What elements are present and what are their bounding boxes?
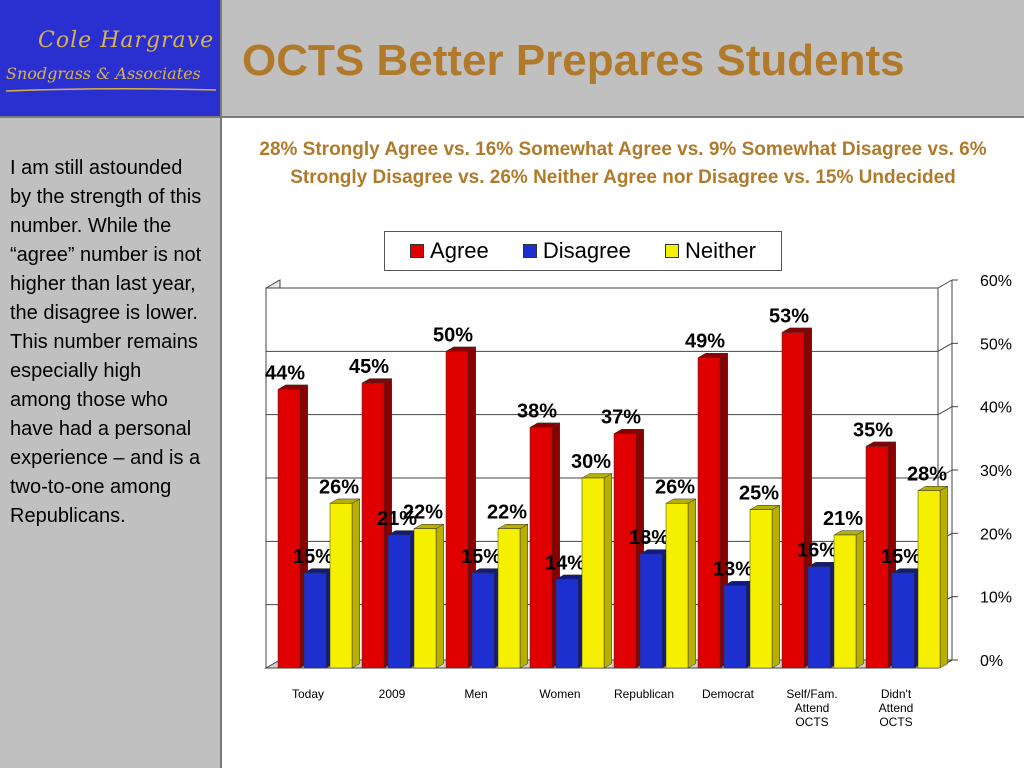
x-tick-label: 2009 [379, 687, 406, 701]
bar-side-neither [771, 504, 780, 669]
gridline-depth [937, 406, 953, 416]
x-tick-label: OCTS [795, 715, 828, 729]
data-label-disagree: 15% [293, 546, 333, 568]
data-label-agree: 53% [769, 305, 809, 327]
bar-side-neither [519, 523, 528, 669]
data-label-neither: 26% [655, 476, 695, 498]
company-logo: Cole Hargrave Snodgrass & Associates [0, 0, 222, 118]
page-title: OCTS Better Prepares Students [242, 36, 905, 85]
y-tick-label: 60% [980, 273, 1012, 290]
x-tick-label: Today [292, 687, 324, 701]
x-tick-label: Women [539, 687, 580, 701]
data-label-agree: 50% [433, 324, 473, 346]
x-tick-label: Republican [614, 687, 674, 701]
side-panel-text: I am still astounded by the strength of … [10, 157, 202, 527]
gridline-depth [937, 279, 953, 289]
bar-neither [833, 534, 857, 669]
data-label-neither: 22% [403, 502, 443, 524]
bar-agree [361, 382, 385, 669]
bar-disagree [723, 585, 747, 669]
legend-label-neither: Neither [685, 238, 756, 263]
bar-neither [413, 528, 437, 669]
x-tick-label: Attend [795, 701, 830, 715]
data-label-disagree: 21% [377, 508, 417, 530]
title-bar: OCTS Better Prepares Students [222, 0, 1024, 118]
bar-side-neither [687, 498, 696, 669]
bar-neither [581, 477, 605, 669]
bar-disagree [555, 579, 579, 669]
legend-swatch-disagree [522, 244, 537, 258]
bar-agree [613, 433, 637, 669]
bar-disagree [639, 553, 663, 669]
bar-side-neither [603, 473, 612, 669]
data-label-neither: 25% [739, 483, 779, 505]
data-label-agree: 37% [601, 407, 641, 429]
legend-label-agree: Agree [430, 238, 489, 263]
data-label-agree: 45% [349, 356, 389, 378]
y-tick-label: 50% [980, 336, 1012, 353]
data-label-neither: 30% [571, 451, 611, 473]
bar-agree [529, 427, 553, 669]
bar-agree [277, 389, 301, 669]
bar-side-neither [435, 523, 444, 669]
logo-swoosh [5, 87, 217, 92]
data-label-agree: 38% [517, 400, 557, 422]
chart-subtitle: 28% Strongly Agree vs. 16% Somewhat Agre… [259, 139, 987, 188]
y-tick-label: 20% [980, 526, 1012, 543]
x-tick-label: Men [464, 687, 487, 701]
bar-agree [865, 446, 889, 669]
y-tick-label: 10% [980, 590, 1012, 607]
logo-line2: Snodgrass & Associates [6, 64, 201, 83]
x-tick-label: Democrat [702, 687, 755, 701]
data-label-agree: 44% [265, 362, 305, 384]
bar-disagree [387, 534, 411, 669]
bar-agree [697, 357, 721, 669]
y-tick-label: 0% [980, 653, 1003, 670]
logo-line1: Cole Hargrave [38, 28, 215, 53]
bar-side-neither [855, 530, 864, 669]
gridline-depth [937, 342, 953, 352]
bar-disagree [807, 566, 831, 669]
legend-item-disagree: Disagree [522, 238, 631, 264]
y-tick-label: 40% [980, 400, 1012, 417]
data-label-disagree: 18% [629, 527, 669, 549]
chart-legend: Agree Disagree Neither [384, 231, 782, 271]
data-label-disagree: 16% [797, 540, 837, 562]
bar-disagree [891, 572, 915, 669]
data-label-disagree: 13% [713, 559, 753, 581]
data-label-agree: 49% [685, 331, 725, 353]
bar-disagree [303, 572, 327, 669]
bar-side-neither [939, 485, 948, 669]
legend-label-disagree: Disagree [542, 238, 631, 263]
x-tick-label: OCTS [879, 715, 912, 729]
x-tick-label: Self/Fam. [786, 687, 837, 701]
bar-neither [917, 490, 941, 669]
x-tick-label: Attend [879, 701, 914, 715]
bar-neither [749, 509, 773, 669]
bar-neither [665, 503, 689, 669]
legend-swatch-neither [665, 244, 679, 258]
bar-neither [497, 528, 521, 669]
legend-item-agree: Agree [410, 238, 489, 264]
gridline-depth [937, 469, 953, 479]
legend-swatch-agree [410, 244, 425, 258]
data-label-agree: 35% [853, 419, 893, 441]
legend-item-neither: Neither [665, 238, 756, 264]
bar-agree [445, 351, 469, 669]
data-label-neither: 22% [487, 502, 527, 524]
x-tick-label: Didn't [881, 687, 912, 701]
data-label-neither: 21% [823, 508, 863, 530]
data-label-neither: 28% [907, 464, 947, 486]
bar-agree [781, 332, 805, 669]
data-label-disagree: 14% [545, 552, 585, 574]
data-label-disagree: 15% [461, 546, 501, 568]
y-tick-label: 30% [980, 463, 1012, 480]
bar-side-neither [351, 498, 360, 669]
bar-disagree [471, 572, 495, 669]
data-label-disagree: 15% [881, 546, 921, 568]
side-panel: I am still astounded by the strength of … [0, 118, 222, 768]
data-label-neither: 26% [319, 476, 359, 498]
bar-neither [329, 503, 353, 669]
